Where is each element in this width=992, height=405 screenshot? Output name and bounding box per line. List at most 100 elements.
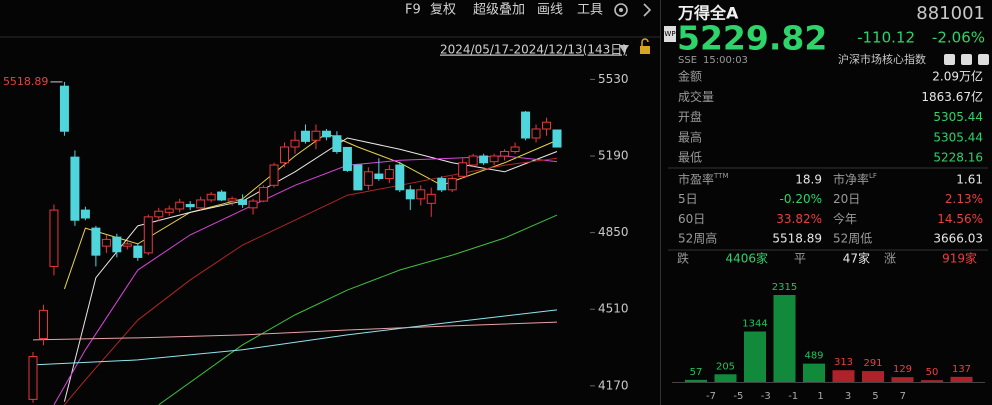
price-change: -110.12 — [857, 29, 915, 47]
toolbar-item[interactable]: F9 — [405, 3, 421, 18]
dropdown-arrow[interactable] — [619, 45, 629, 53]
candle-body — [405, 189, 415, 200]
bar-value-label: 1344 — [742, 318, 767, 329]
row-value: 5305.44 — [933, 130, 983, 144]
edit-icons[interactable] — [944, 54, 989, 65]
candle-body — [542, 121, 552, 130]
histogram-bar — [685, 379, 707, 382]
percent-change: -2.06% — [932, 29, 985, 47]
date-range[interactable]: 2024/05/17-2024/12/13(143日) — [440, 43, 627, 57]
candle-body — [101, 238, 111, 247]
stat-label: 60日 — [678, 212, 705, 226]
exchange: SSE — [678, 55, 697, 66]
stat-label-sup: TTM — [713, 172, 728, 180]
candle-body — [91, 227, 101, 256]
quote-time: 15:00:03 — [703, 55, 748, 66]
bar-value-label: 57 — [690, 367, 703, 378]
histogram-bar — [714, 374, 737, 382]
x-tick-label: -3 — [761, 391, 771, 402]
candle-body — [38, 309, 48, 340]
candle-body — [363, 171, 373, 186]
candle-body — [374, 173, 384, 180]
bar-value-label: 313 — [834, 357, 853, 368]
toolbar-item[interactable]: 复权 — [430, 2, 456, 18]
breadth-value: 919家 — [942, 251, 977, 266]
candle-body — [311, 130, 321, 141]
candle-body — [269, 164, 279, 186]
breadth-label: 涨 — [884, 251, 896, 266]
stat-value: -0.20% — [780, 192, 822, 206]
annotation: 5518.89 — [3, 75, 49, 88]
stat-value: 2.13% — [945, 192, 983, 206]
candle-body — [227, 198, 237, 202]
settings-icon[interactable] — [614, 3, 628, 17]
candle-body — [49, 209, 59, 267]
candle-body — [426, 193, 436, 204]
candle-body — [59, 85, 69, 132]
candle-body — [510, 146, 520, 153]
candle-body — [238, 199, 248, 205]
bar-value-label: 50 — [926, 367, 939, 378]
stat-label-sup: LF — [869, 172, 877, 180]
moving-average-line — [53, 155, 558, 405]
y-tick-label: 4850 — [598, 225, 629, 239]
candle-body — [500, 151, 510, 157]
toolbar-item[interactable]: 超级叠加 — [473, 3, 525, 18]
x-tick-label: 3 — [845, 391, 851, 402]
histogram-bar — [921, 380, 943, 382]
stat-value: 5518.89 — [772, 232, 822, 246]
candle-body — [447, 178, 457, 191]
y-tick-label: 4510 — [598, 302, 629, 316]
candle-body — [154, 210, 164, 218]
stat-label: 20日 — [833, 192, 860, 206]
row-label: 成交量 — [678, 89, 714, 104]
candle-body — [80, 209, 90, 219]
candle-body — [489, 155, 499, 163]
bar-value-label: 2315 — [772, 282, 797, 293]
security-code: 881001 — [916, 3, 985, 24]
histogram-bar — [891, 377, 914, 382]
toolbar-item[interactable]: 工具 — [577, 3, 603, 18]
toolbar-item[interactable]: 画线 — [537, 3, 563, 18]
candle-body — [280, 146, 290, 164]
candle-body — [290, 139, 300, 148]
wp-icon[interactable]: WP — [664, 26, 676, 42]
x-tick-label: 5 — [872, 391, 878, 402]
breadth-label: 平 — [794, 252, 806, 266]
candle-body — [395, 164, 405, 191]
histogram-bar — [950, 376, 973, 382]
stat-value: 33.82% — [776, 212, 822, 226]
candle-body — [342, 146, 352, 171]
stat-label: 市盈率TTM — [678, 172, 728, 187]
last-price: 5229.82 — [677, 19, 827, 58]
x-tick-label: -5 — [733, 391, 743, 402]
row-label: 最低 — [678, 151, 702, 165]
candle-body — [353, 164, 363, 191]
candle-body — [28, 356, 38, 400]
candle-body — [458, 162, 468, 177]
stat-value: 18.9 — [795, 173, 822, 187]
row-label: 开盘 — [678, 109, 702, 124]
candle-body — [248, 200, 258, 209]
candle-body — [133, 245, 143, 258]
candle-body — [300, 130, 310, 142]
candle-body — [479, 155, 489, 164]
stat-label: 市净率LF — [833, 172, 877, 187]
candle-body — [112, 236, 122, 253]
histogram-bar — [832, 370, 855, 382]
candle-body — [321, 130, 331, 138]
x-tick-label: -1 — [788, 391, 798, 402]
breadth-label: 跌 — [677, 251, 689, 266]
lock-icon[interactable] — [640, 38, 650, 54]
stat-label: 今年 — [833, 211, 857, 226]
expand-arrow[interactable] — [643, 3, 652, 17]
bar-value-label: 129 — [893, 364, 912, 375]
moving-average-line — [32, 309, 558, 366]
row-value: 1863.67亿 — [921, 89, 983, 104]
candle-body — [531, 128, 541, 139]
stat-label: 52周低 — [833, 232, 872, 246]
histogram-bar — [773, 295, 796, 382]
candle-body — [70, 156, 80, 221]
moving-average-line — [158, 214, 558, 405]
